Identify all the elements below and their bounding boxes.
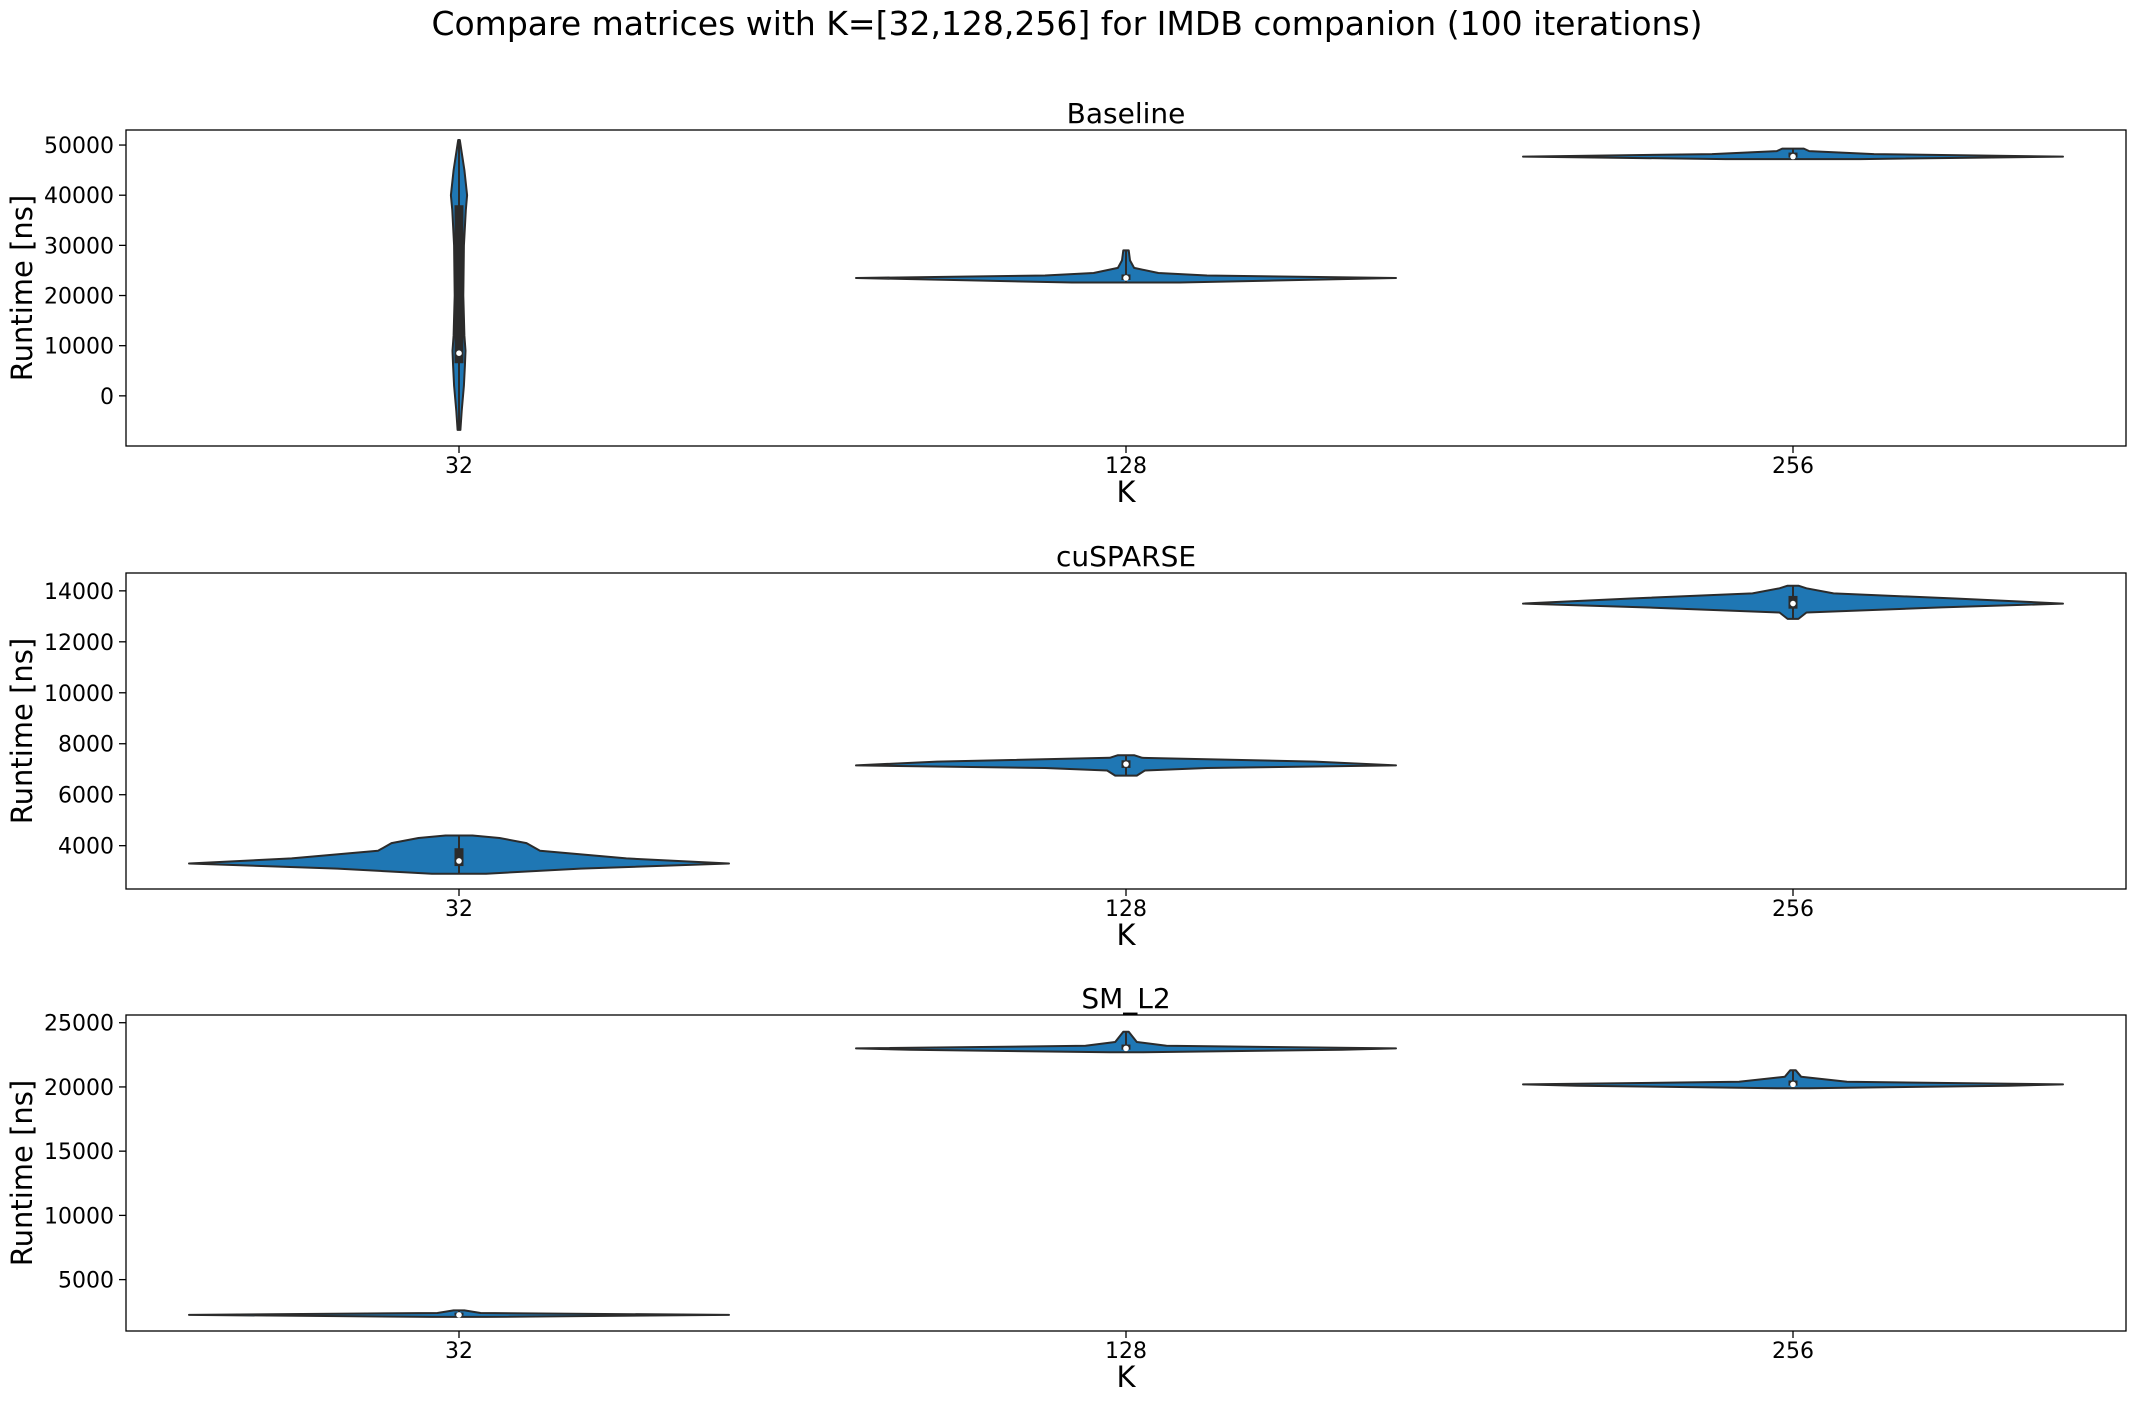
y-tick-label: 15000 [44, 1140, 114, 1165]
y-tick-label: 10000 [44, 335, 114, 360]
y-tick-label: 50000 [44, 134, 114, 159]
violin-median [1123, 1045, 1129, 1052]
violin-median [1790, 153, 1796, 160]
x-tick-label: 32 [445, 454, 473, 479]
y-tick-label: 20000 [44, 285, 114, 310]
subplot-title: cuSPARSE [1056, 540, 1196, 573]
subplot-title: SM_L2 [1081, 982, 1170, 1015]
x-tick-label: 128 [1105, 454, 1147, 479]
y-tick-label: 0 [100, 385, 114, 410]
x-tick-label: 128 [1105, 1339, 1147, 1364]
violin-median [456, 350, 462, 357]
violin-median [456, 1312, 462, 1318]
plot-frame [125, 1014, 2127, 1332]
x-tick-label: 32 [445, 897, 473, 922]
violin-median [1123, 275, 1129, 281]
violin-median [1790, 1081, 1796, 1088]
y-tick-label: 5000 [58, 1269, 114, 1294]
figure-title: Compare matrices with K=[32,128,256] for… [431, 4, 1702, 43]
y-tick-label: 14000 [44, 580, 114, 605]
y-tick-label: 10000 [44, 1204, 114, 1229]
subplot-title: Baseline [1067, 97, 1186, 130]
y-tick-label: 4000 [58, 835, 114, 860]
subplot-2: cuSPARSE 4000 6000 8000 10000 12000 14000 32 128… [5, 540, 2127, 952]
x-tick-label: 32 [445, 1339, 473, 1364]
y-axis-label: Runtime [ns] [5, 638, 39, 824]
y-tick-label: 12000 [44, 631, 114, 656]
y-tick-label: 30000 [44, 234, 114, 259]
y-tick-label: 20000 [44, 1076, 114, 1101]
x-tick-label: 128 [1105, 897, 1147, 922]
y-tick-label: 10000 [44, 682, 114, 707]
subplot-1: Baseline 0 10000 20000 30000 40000 50000 32 128 2… [5, 97, 2127, 509]
x-tick-label: 256 [1772, 897, 1814, 922]
violin-median [456, 858, 462, 864]
plot-frame [125, 129, 2127, 447]
x-axis-label: K [1116, 918, 1136, 952]
x-tick-label: 256 [1772, 1339, 1814, 1364]
violin-median [1123, 761, 1129, 767]
violin-median [1790, 600, 1796, 607]
violin-iqr-box [454, 205, 464, 364]
violin-iqr-box [454, 848, 464, 867]
subplot-3: SM_L2 5000 10000 15000 20000 25000 32 128 256 K Ru… [5, 982, 2127, 1394]
y-tick-label: 8000 [58, 733, 114, 758]
x-axis-label: K [1116, 475, 1136, 509]
y-tick-label: 25000 [44, 1012, 114, 1037]
x-tick-label: 256 [1772, 454, 1814, 479]
x-axis-label: K [1116, 1360, 1136, 1394]
y-tick-label: 6000 [58, 784, 114, 809]
subplots: Baseline 0 10000 20000 30000 40000 50000 32 128 2… [5, 97, 2127, 1394]
y-tick-label: 40000 [44, 184, 114, 209]
y-axis-label: Runtime [ns] [5, 195, 39, 381]
y-axis-label: Runtime [ns] [5, 1080, 39, 1266]
